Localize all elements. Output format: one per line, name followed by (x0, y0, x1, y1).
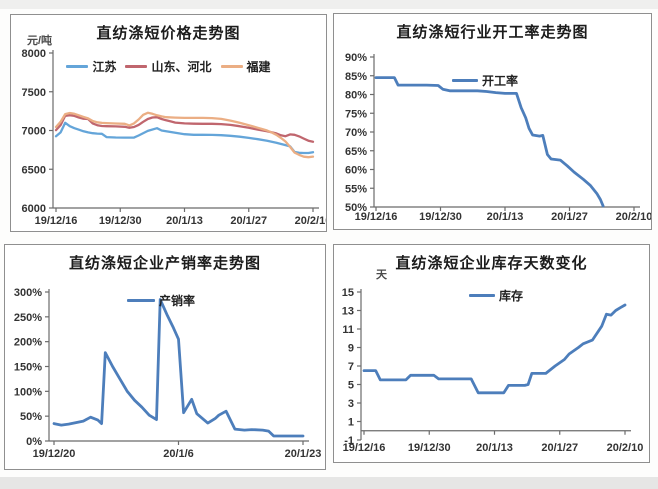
legend-item: 库存 (469, 287, 523, 304)
page-bottom-margin (0, 477, 658, 489)
chart-title: 直纺涤短企业库存天数变化 (395, 255, 588, 272)
x-tick-label: 20/1/27 (551, 211, 588, 223)
x-tick-label: 20/1/27 (230, 215, 267, 227)
legend-label: 产销率 (159, 294, 196, 308)
y-tick-label: 85% (345, 71, 367, 83)
operating-rate-plot: 90% 85% 80% 75% 70% 65% 60% 55% 50%19/12/16 19/12… (345, 52, 651, 223)
y-tick-label: 3 (348, 398, 354, 410)
y-tick-label: 9 (348, 343, 354, 355)
y-tick-label: 55% (345, 183, 367, 195)
y-tick-label: 100% (14, 386, 42, 398)
legend-item: 江苏 (66, 58, 116, 75)
y-tick-label: 80% (345, 90, 367, 102)
series-line-福建 (54, 111, 315, 159)
y-tick-label: 50% (20, 411, 42, 423)
chart-legend: 开工率 (452, 72, 518, 89)
series-line-开工率 (374, 76, 605, 208)
inventory-days-chart-panel: 天 直纺涤短企业库存天数变化 15 13 11 9 7 5 3 1 -1 19/12/16 19/1… (333, 244, 650, 463)
legend-item: 山东、河北 (125, 58, 212, 75)
y-tick-label: 6500 (22, 164, 46, 176)
x-tick-label: 19/12/16 (355, 211, 398, 223)
legend-label: 山东、河北 (151, 60, 212, 74)
legend-line-sample (125, 65, 148, 68)
series-line-库存 (362, 303, 627, 395)
y-tick-label: 150% (14, 362, 42, 374)
x-tick-label: 19/12/30 (408, 442, 451, 454)
legend-label: 福建 (246, 60, 271, 74)
x-tick-label: 20/1/6 (163, 448, 194, 460)
x-tick-label: 20/2/10 (616, 211, 651, 223)
y-tick-label: 300% (14, 287, 42, 299)
operating-rate-chart-panel: 直纺涤短行业开工率走势图 90% 85% 80% 75% 70% 65% 60% 55% 50%… (333, 13, 652, 230)
legend-label: 江苏 (92, 60, 117, 74)
legend-line-sample (220, 65, 243, 68)
x-tick-label: 20/1/23 (285, 448, 322, 460)
chart-legend: 产销率 (127, 292, 195, 309)
sales-ratio-plot: 300% 250% 200% 150% 100% 50% 0%19/12/20 20/1/6 2… (14, 287, 322, 460)
x-tick-label: 20/1/13 (476, 442, 513, 454)
inventory-days-plot: 15 13 11 9 7 5 3 1 -119/12/16 19/12/30 20/1/13 20/1… (342, 287, 644, 454)
page-top-margin (0, 0, 658, 9)
y-tick-label: 11 (342, 324, 354, 336)
y-axis-unit-label: 元/吨 (27, 35, 53, 47)
y-tick-label: 90% (345, 52, 367, 64)
y-tick-label: 7000 (22, 126, 46, 138)
y-tick-label: 50% (345, 202, 367, 214)
series-line-江苏 (54, 121, 315, 155)
y-tick-label: 6000 (22, 203, 46, 215)
legend-label: 开工率 (482, 74, 519, 88)
legend-line-sample (452, 79, 478, 82)
x-tick-label: 19/12/16 (343, 442, 386, 454)
sales-ratio-chart-panel: 直纺涤短企业产销率走势图 300% 250% 200% 150% 100% 50% 0% 19… (4, 244, 326, 470)
y-tick-label: 1 (348, 417, 354, 429)
chart-title: 直纺涤短行业开工率走势图 (396, 24, 589, 41)
chart-legend: 江苏 山东、河北 福建 (11, 58, 326, 75)
y-tick-label: 60% (345, 165, 367, 177)
legend-line-sample (469, 294, 495, 297)
y-tick-label: 0% (26, 436, 42, 448)
series-line-山东、河北 (54, 114, 315, 143)
y-tick-label: -1 (344, 435, 354, 447)
x-tick-label: 19/12/30 (419, 211, 462, 223)
legend-item: 福建 (220, 58, 271, 75)
x-tick-label: 19/12/30 (99, 215, 142, 227)
y-tick-label: 250% (14, 312, 42, 324)
x-tick-label: 19/12/20 (33, 448, 76, 460)
legend-line-sample (66, 65, 89, 68)
x-tick-label: 20/1/13 (487, 211, 524, 223)
y-tick-label: 65% (345, 146, 367, 158)
y-tick-label: 15 (342, 287, 354, 299)
legend-item: 产销率 (127, 292, 195, 309)
chart-title: 直纺涤短价格走势图 (96, 25, 241, 42)
x-tick-label: 20/2/10 (295, 215, 326, 227)
x-tick-label: 20/1/13 (166, 215, 203, 227)
chart-title: 直纺涤短企业产销率走势图 (68, 255, 261, 272)
x-tick-label: 20/2/10 (607, 442, 644, 454)
x-tick-label: 20/1/27 (541, 442, 578, 454)
legend-item: 开工率 (452, 72, 518, 89)
y-tick-label: 70% (345, 127, 367, 139)
y-tick-label: 5 (348, 380, 354, 392)
price-trend-chart-panel: 元/吨 直纺涤短价格走势图 8000 7500 7000 6500 6000 19/12/… (10, 14, 327, 232)
chart-legend: 库存 (469, 287, 523, 304)
legend-line-sample (127, 299, 155, 302)
y-tick-label: 7500 (22, 87, 46, 99)
legend-label: 库存 (499, 289, 524, 303)
y-tick-label: 13 (342, 306, 354, 318)
y-tick-label: 200% (14, 337, 42, 349)
y-axis-unit-label: 天 (376, 269, 387, 281)
y-tick-label: 75% (345, 108, 367, 120)
y-tick-label: 7 (348, 361, 354, 373)
y-tick-label: 8000 (22, 48, 46, 60)
series-line-产销率 (52, 298, 305, 438)
x-tick-label: 19/12/16 (35, 215, 78, 227)
